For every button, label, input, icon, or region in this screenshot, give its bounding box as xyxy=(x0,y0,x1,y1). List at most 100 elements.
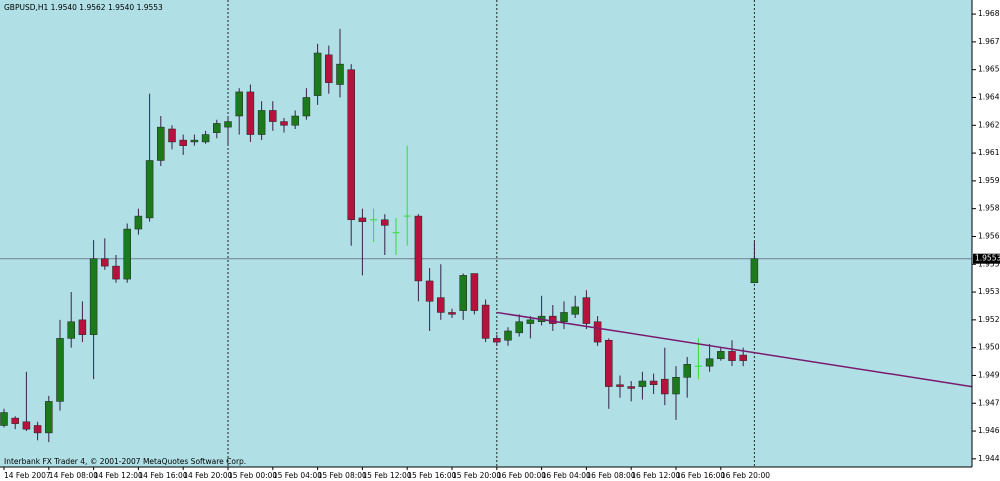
candle-body xyxy=(22,421,31,430)
x-tick-label: 15 Feb 16:00 xyxy=(407,471,456,480)
candle-body xyxy=(78,319,87,335)
candle-body xyxy=(56,338,64,402)
candle-body xyxy=(168,128,176,143)
x-tick-label: 15 Feb 00:00 xyxy=(228,471,277,480)
candle-body xyxy=(123,228,131,280)
candle-body xyxy=(224,121,232,128)
candle-body xyxy=(717,351,725,360)
candle-body xyxy=(313,52,322,96)
candle-body xyxy=(291,115,299,126)
y-tick-label: 1.9475 xyxy=(978,398,1000,407)
plot xyxy=(0,0,972,467)
x-tick-label: 14 Feb 20:00 xyxy=(183,471,232,480)
last-price-box xyxy=(973,253,1000,264)
x-tick-label: 14 Feb 08:00 xyxy=(49,471,98,480)
candle-body xyxy=(425,280,434,302)
candle-body xyxy=(201,134,210,143)
y-tick-label: 1.9505 xyxy=(978,343,1000,352)
x-tick-label: 15 Feb 12:00 xyxy=(362,471,411,480)
candle-body xyxy=(67,321,75,339)
y-tick-label: 1.949 xyxy=(978,370,1000,379)
x-tick-label: 16 Feb 12:00 xyxy=(631,471,680,480)
candle-body xyxy=(627,386,635,389)
candle-body xyxy=(593,321,602,343)
candle-body xyxy=(145,160,154,219)
candle-body xyxy=(459,275,467,311)
candle-body xyxy=(672,377,680,395)
y-tick-label: 1.961 xyxy=(978,148,1000,157)
plot-background xyxy=(0,0,972,467)
y-tick-label: 1.9565 xyxy=(978,231,1000,240)
candle-body xyxy=(739,354,747,361)
y-tick-label: 1.9445 xyxy=(978,454,1000,463)
y-tick-label: 1.9625 xyxy=(978,120,1000,129)
candle-body xyxy=(649,380,658,385)
candle-body xyxy=(280,121,288,126)
y-tick-label: 1.952 xyxy=(978,315,1000,324)
candle-body xyxy=(11,417,19,424)
x-tick-label: 14 Feb 2007 xyxy=(4,471,51,480)
candle-body xyxy=(470,273,479,311)
candle-body xyxy=(269,110,277,122)
candle-body xyxy=(101,258,109,267)
candle-body xyxy=(560,312,568,322)
candle-body xyxy=(526,319,535,324)
chart-title: GBPUSD,H1 1.9540 1.9562 1.9540 1.9553 xyxy=(4,3,163,12)
candle-body xyxy=(616,384,624,387)
candle-body xyxy=(112,265,120,280)
candle-body xyxy=(705,358,714,367)
y-tick-label: 1.946 xyxy=(978,426,1000,435)
candle-body xyxy=(0,412,8,426)
candle-body xyxy=(437,297,445,313)
candle-body xyxy=(414,215,423,282)
x-tick-label: 15 Feb 20:00 xyxy=(452,471,501,480)
x-tick-label: 16 Feb 00:00 xyxy=(497,471,546,480)
copyright: Interbank FX Trader 4, © 2001-2007 MetaQ… xyxy=(4,457,246,466)
trendline xyxy=(496,311,972,388)
y-tick-label: 1.9595 xyxy=(978,176,1000,185)
candle-body xyxy=(89,258,98,335)
candle-body xyxy=(515,321,523,334)
y-tick-label: 1.9655 xyxy=(978,65,1000,74)
candle-body xyxy=(33,425,42,434)
x-tick-label: 16 Feb 16:00 xyxy=(676,471,725,480)
last-price-label: 1.9553 xyxy=(975,254,1000,263)
x-tick-label: 15 Feb 08:00 xyxy=(318,471,367,480)
candle-body xyxy=(235,91,243,117)
y-tick-label: 1.955 xyxy=(978,259,1000,268)
candle-body xyxy=(325,54,333,83)
x-tick-label: 16 Feb 08:00 xyxy=(586,471,635,480)
candle-body xyxy=(157,126,165,161)
candle-body xyxy=(750,258,759,284)
candle-body xyxy=(549,315,557,324)
x-tick-label: 16 Feb 04:00 xyxy=(542,471,591,480)
candle-body xyxy=(358,217,367,222)
candle-body xyxy=(661,378,669,395)
y-tick-label: 1.964 xyxy=(978,92,1000,101)
y-tick-label: 1.967 xyxy=(978,37,1000,46)
candle-body xyxy=(179,139,187,146)
x-tick-label: 16 Feb 20:00 xyxy=(721,471,770,480)
candle-body xyxy=(638,380,647,387)
candle-body xyxy=(571,306,579,315)
y-tick-label: 1.9535 xyxy=(978,287,1000,296)
candle-body xyxy=(605,339,613,387)
candle-body xyxy=(190,139,199,143)
candle-body xyxy=(728,351,736,361)
candle-body xyxy=(683,364,691,378)
candle-body xyxy=(582,297,591,324)
candle-body xyxy=(134,215,143,230)
y-tick-label: 1.9685 xyxy=(978,9,1000,18)
candle-body xyxy=(302,97,311,117)
x-tick-label: 15 Feb 04:00 xyxy=(273,471,322,480)
candle-body xyxy=(504,330,512,341)
x-tick-label: 14 Feb 12:00 xyxy=(94,471,143,480)
axes: 1.9445 1.946 1.9475 1.949 1.9505 1.952 1.9535 1… xyxy=(3,9,1000,480)
y-tick-label: 1.958 xyxy=(978,204,1000,213)
candle-body xyxy=(257,110,266,135)
candle-body xyxy=(45,401,53,434)
candle-body xyxy=(246,91,255,135)
candle-body xyxy=(381,219,389,226)
candle-body xyxy=(213,123,221,133)
